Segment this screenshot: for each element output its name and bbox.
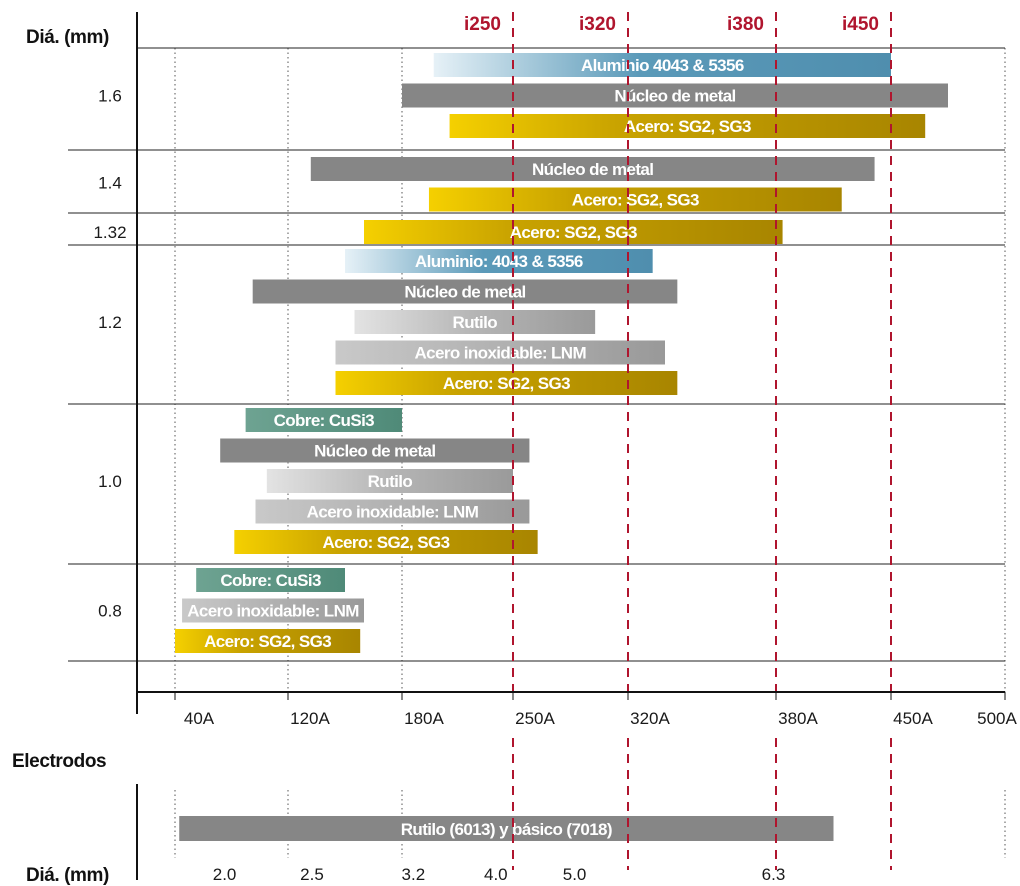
bar-label: Acero: SG2, SG3 [510,223,637,242]
diameter-label: 1.4 [98,173,122,192]
bar-label: Núcleo de metal [404,283,525,302]
bar-label: Rutilo [453,313,498,332]
electrodes-y-title: Diá. (mm) [26,865,109,886]
electrode-bar [179,816,834,841]
electrode-diameter-label: 2.5 [300,865,324,884]
bar-label: Núcleo de metal [314,442,435,461]
bar-1.32-steel [364,220,783,244]
bar-1.0-rutile [266,469,513,493]
bar-1.6-steel [449,114,926,138]
marker-label: i450 [842,14,879,35]
bar-label: Núcleo de metal [614,87,735,106]
axes-layer [136,12,1006,880]
electrode-diameter-label: 3.2 [402,865,426,884]
y-axis-title: Diá. (mm) [26,27,109,48]
bar-label: Cobre: CuSi3 [220,571,321,590]
bar-1.0-copper [245,408,402,432]
x-tick-label: 40A [184,709,215,728]
bar-1.4-steel [428,187,842,212]
marker-label: i380 [727,14,764,35]
bar-1.4-metal [310,157,875,181]
diameter-label: 1.32 [93,223,126,242]
electrode-diameter-label: 6.3 [762,865,786,884]
diameter-label: 1.0 [98,472,122,491]
diameter-label: 1.2 [98,313,122,332]
bar-1.0-stainless [255,499,530,524]
bar-label: Rutilo [368,472,413,491]
marker-label: i320 [579,14,616,35]
bar-0.8-copper [196,568,345,592]
bar-1.2-aluminum [345,249,653,273]
bar-0.8-stainless [182,598,364,623]
electrode-diameter-label: 4.0 [484,865,508,884]
bars-layer: Aluminio 4043 & 5356 Núcleo de metal Acero… [175,53,948,841]
bar-label: Aluminio: 4043 & 5356 [415,252,583,271]
bar-label: Acero inoxidable: LNM [187,602,359,621]
electrode-diameter-label: 5.0 [563,865,587,884]
x-tick-label: 500A [977,709,1017,728]
x-tick-label: 120A [290,709,330,728]
bar-label: Aluminio 4043 & 5356 [581,56,744,75]
bar-1.0-steel [234,530,538,554]
bar-label: Núcleo de metal [532,160,653,179]
diameter-label: 0.8 [98,602,122,621]
bar-1.6-aluminum [433,53,891,77]
electrode-diameter-label: 2.0 [213,865,237,884]
bar-1.2-rutile [354,310,596,334]
bar-label: Acero: SG2, SG3 [624,117,751,136]
diameter-label: 1.6 [98,87,122,106]
markers-layer [512,12,892,870]
labels-layer: 1.6 1.4 1.32 1.2 1.0 0.8 40A 120A 180A 250A 320A 38… [12,14,1018,886]
bar-0.8-steel [175,629,361,653]
bar-1.0-metal [220,438,530,463]
bar-label: Acero: SG2, SG3 [443,374,570,393]
bar-label: Acero: SG2, SG3 [204,632,331,651]
electrode-bar-label: Rutilo (6013) y básico (7018) [401,820,612,839]
x-tick-label: 380A [778,709,818,728]
bar-1.2-steel [335,371,678,395]
bar-1.2-stainless [335,340,665,365]
x-tick-label: 250A [515,709,555,728]
electrodes-title: Electrodos [12,751,106,772]
bar-label: Acero inoxidable: LNM [307,503,479,522]
x-tick-label: 180A [404,709,444,728]
x-tick-label: 450A [893,709,933,728]
bar-label: Cobre: CuSi3 [274,411,375,430]
bar-1.2-metal [252,279,678,304]
marker-label: i250 [464,14,501,35]
x-tick-label: 320A [630,709,670,728]
bar-1.6-metal [402,83,948,108]
bar-label: Acero: SG2, SG3 [322,533,449,552]
bar-label: Acero: SG2, SG3 [572,191,699,210]
bar-label: Acero inoxidable: LNM [414,344,586,363]
